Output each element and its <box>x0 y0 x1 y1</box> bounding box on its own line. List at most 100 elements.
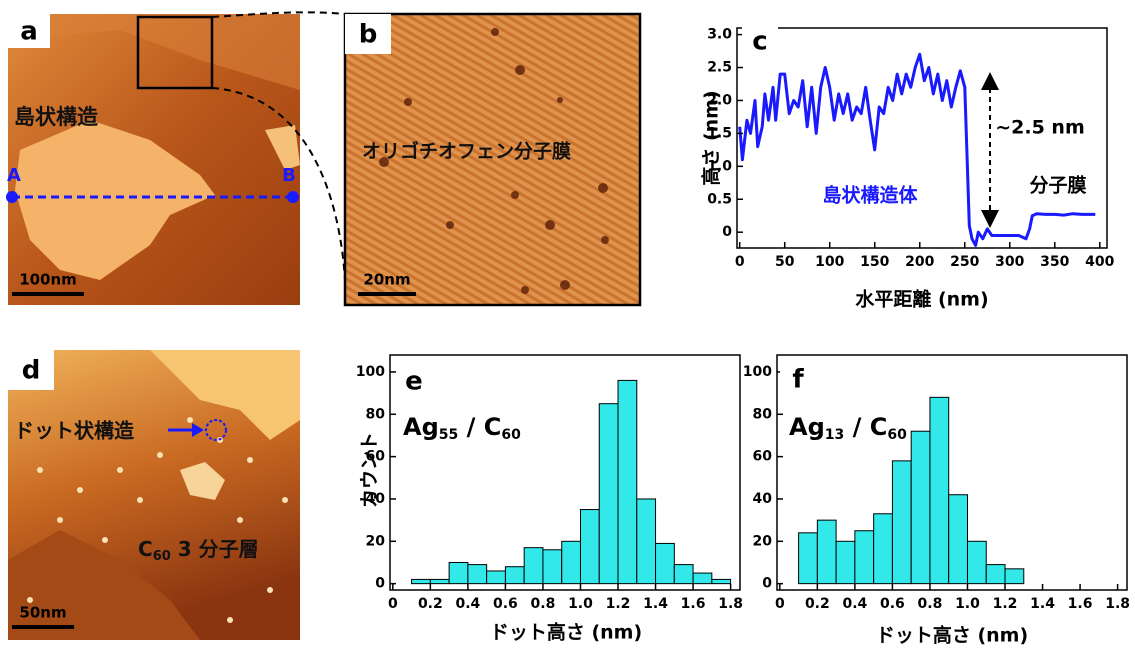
bar <box>524 548 543 584</box>
y-tick-label: 100 <box>356 364 385 380</box>
label-part: C <box>138 537 153 561</box>
label-part: 60 <box>501 427 521 443</box>
x-tick-label: 1.4 <box>1030 596 1055 612</box>
bar <box>468 565 487 584</box>
x-tick-label: 150 <box>860 254 889 270</box>
x-tick-label: 400 <box>1085 254 1114 270</box>
bar <box>580 510 599 584</box>
panel-letter: c <box>752 27 767 57</box>
label-part: 3 分子層 <box>171 537 259 561</box>
bar <box>656 543 675 583</box>
x-tick-label: 0.4 <box>455 596 480 612</box>
x-tick-label: 1.0 <box>568 596 593 612</box>
x-tick-label: 0 <box>388 596 398 612</box>
y-tick-label: 80 <box>753 406 773 422</box>
scale-bar <box>12 292 84 296</box>
bar <box>967 541 986 583</box>
y-tick-label: 100 <box>743 364 772 380</box>
x-tick-label: 0 <box>775 596 785 612</box>
x-tick-label: 1.2 <box>606 596 631 612</box>
bar <box>674 565 693 584</box>
panel-letter: d <box>22 356 41 386</box>
panel-d: d ドット状構造 C60 3 分子層 50nm <box>8 350 300 640</box>
bar <box>637 499 656 584</box>
scale-bar <box>12 625 74 629</box>
bar <box>562 541 581 583</box>
y-tick-label: 60 <box>753 449 773 465</box>
y-tick-label: 20 <box>366 533 386 549</box>
y-tick-label: 2.5 <box>707 60 732 76</box>
x-tick-label: 1.8 <box>1105 596 1130 612</box>
y-tick-label: 0 <box>375 576 385 592</box>
bar <box>618 380 637 583</box>
y-axis-label: カウント <box>359 432 381 508</box>
x-tick-label: 1.2 <box>993 596 1018 612</box>
annotation: ~2.5 nm <box>995 117 1085 139</box>
x-tick-label: 0.6 <box>493 596 518 612</box>
x-tick-label: 350 <box>1040 254 1069 270</box>
arrow-head <box>981 72 999 90</box>
panel-a: a 島状構造 A B 100nm <box>6 14 300 305</box>
label-part: / C <box>458 413 501 441</box>
label-part: Ag <box>789 413 825 441</box>
x-tick-label: 1.6 <box>681 596 706 612</box>
y-tick-label: 20 <box>753 533 773 549</box>
x-tick-label: 0.6 <box>880 596 905 612</box>
label-part: 60 <box>887 427 907 443</box>
bar <box>449 562 468 583</box>
image-label: ドット状構造 <box>14 419 135 443</box>
x-tick-label: 0.4 <box>842 596 867 612</box>
x-tick-label: 1.4 <box>643 596 668 612</box>
panel-letter: a <box>20 17 38 47</box>
y-tick-label: 0 <box>722 224 732 240</box>
scale-label: 100nm <box>19 271 77 289</box>
bar <box>855 531 874 584</box>
scale-label: 20nm <box>363 271 410 289</box>
x-tick-label: 100 <box>815 254 844 270</box>
x-tick-label: 50 <box>775 254 795 270</box>
panel-letter: f <box>792 365 804 395</box>
point-label: A <box>7 165 21 186</box>
y-tick-label: 40 <box>753 491 773 507</box>
x-axis-label: ドット高さ (nm) <box>876 624 1028 647</box>
panel-letter: b <box>359 20 378 50</box>
y-tick-label: 80 <box>366 406 386 422</box>
bar <box>430 579 449 583</box>
x-tick-label: 0.2 <box>418 596 443 612</box>
bar <box>712 579 731 583</box>
bar <box>930 397 949 583</box>
series-label: Ag55 / C60 <box>403 413 521 443</box>
profile-line <box>740 54 1096 245</box>
label-part: 60 <box>153 549 171 564</box>
x-tick-label: 1.8 <box>718 596 743 612</box>
bar <box>1005 569 1024 584</box>
bar <box>505 567 524 584</box>
figure: a 島状構造 A B 100nm b オリゴチオフェン分子膜 20nm <box>0 0 1135 648</box>
point-a <box>6 191 18 203</box>
point-b <box>287 191 299 203</box>
bar <box>911 431 930 583</box>
y-axis-label: 高さ (nm) <box>700 90 723 185</box>
x-tick-label: 0.8 <box>531 596 556 612</box>
point-label: B <box>282 165 296 186</box>
bar <box>817 520 836 584</box>
bar <box>836 541 855 583</box>
y-tick-label: 0.5 <box>707 191 732 207</box>
image-label: 島状構造 <box>14 105 99 129</box>
label-part: 13 <box>825 427 844 443</box>
scale-label: 50nm <box>19 604 66 622</box>
x-tick-label: 0 <box>735 254 745 270</box>
label-part: Ag <box>403 413 439 441</box>
bar <box>693 573 712 584</box>
bar <box>949 495 968 584</box>
annotation: 分子膜 <box>1029 174 1086 197</box>
bar <box>799 533 818 584</box>
x-tick-label: 1.0 <box>955 596 980 612</box>
panel-letter: e <box>405 367 423 397</box>
label-part: / C <box>844 413 887 441</box>
y-tick-label: 3.0 <box>707 27 732 43</box>
scale-bar <box>358 292 416 296</box>
image-label: オリゴチオフェン分子膜 <box>362 140 571 163</box>
x-tick-label: 300 <box>995 254 1024 270</box>
x-axis-label: 水平距離 (nm) <box>855 288 988 311</box>
